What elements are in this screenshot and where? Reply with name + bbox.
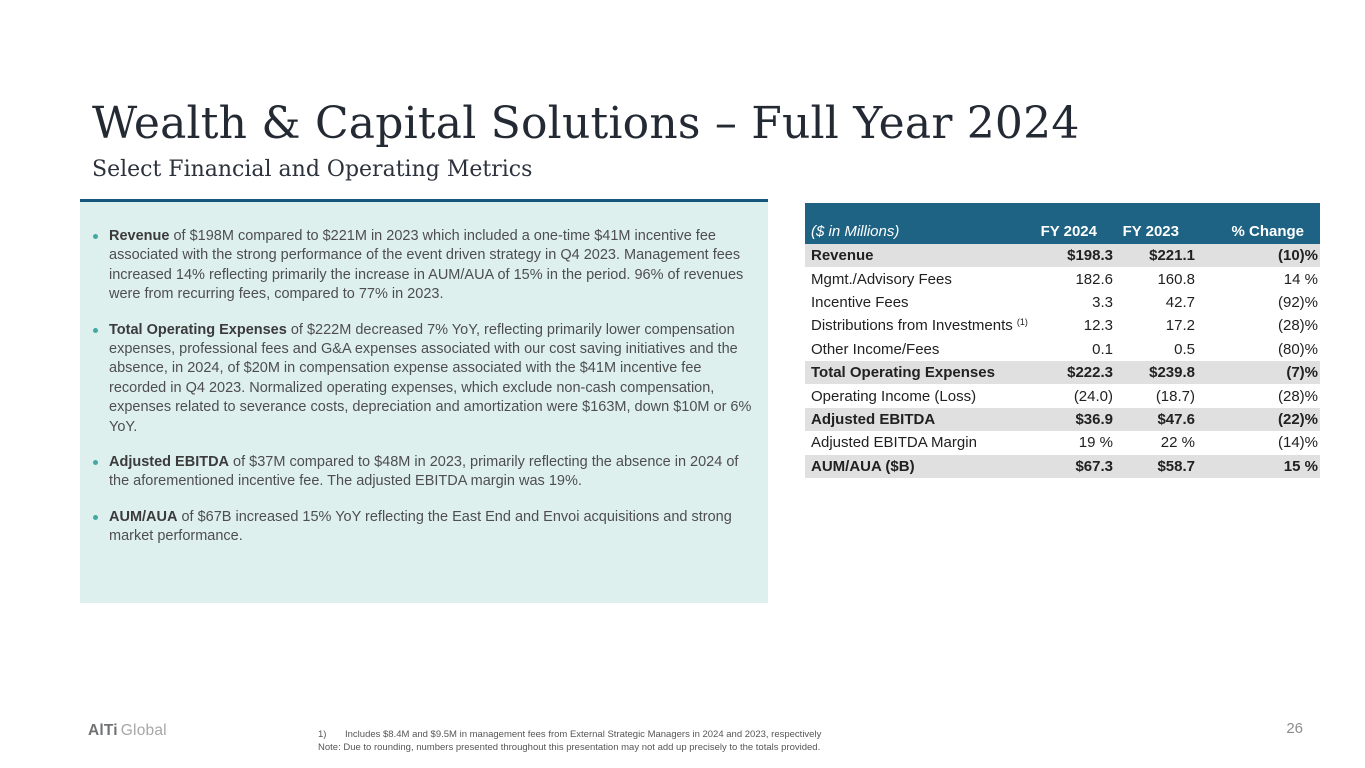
change-value: (7)%: [1286, 364, 1318, 382]
col-header-units: ($ in Millions): [811, 223, 900, 240]
fy2024-value: 182.6: [1075, 270, 1113, 288]
fy2023-value: $221.1: [1149, 247, 1195, 265]
table-body: Revenue $198.3 $221.1 (10)% Mgmt./Adviso…: [805, 244, 1320, 478]
fy2023-value: 0.5: [1174, 340, 1195, 358]
col-header-fy2023: FY 2023: [1122, 223, 1179, 240]
table-row: Adjusted EBITDA Margin 19 % 22 % (14)%: [805, 431, 1320, 455]
table-row: Total Operating Expenses $222.3 $239.8 (…: [805, 360, 1320, 385]
bullet-item: AUM/AUA of $67B increased 15% YoY reflec…: [93, 508, 760, 547]
bullet-text: of $37M compared to $48M in 2023, primar…: [109, 454, 739, 490]
footnote-text: Includes $8.4M and $9.5M in management f…: [345, 729, 822, 740]
bullet-lead: AUM/AUA: [109, 508, 178, 525]
footnote-line: 1) Includes $8.4M and $9.5M in managemen…: [318, 729, 821, 742]
metric-label: Adjusted EBITDA Margin: [811, 434, 977, 452]
table-row: Revenue $198.3 $221.1 (10)%: [805, 244, 1320, 268]
table-row: Adjusted EBITDA $36.9 $47.6 (22)%: [805, 407, 1320, 432]
metric-label-cell: Adjusted EBITDA: [805, 411, 1037, 428]
logo-alti: AlTi: [88, 722, 118, 739]
bullet-text: of $67B increased 15% YoY reflecting the…: [109, 508, 732, 545]
change-value: 14 %: [1283, 270, 1318, 288]
fy2023-value: 22 %: [1160, 434, 1195, 452]
col-header-fy2024: FY 2024: [1040, 223, 1097, 240]
fy2024-value: $222.3: [1067, 364, 1113, 382]
change-value: 15 %: [1283, 457, 1318, 475]
bullet-text: of $222M decreased 7% YoY, reflecting pr…: [109, 321, 752, 435]
table-row: Operating Income (Loss) (24.0) (18.7) (2…: [805, 384, 1320, 408]
table-header-row: ($ in Millions) FY 2024 FY 2023 % Change: [805, 203, 1320, 244]
fy2024-value: (24.0): [1073, 387, 1113, 405]
fy2023-value: $239.8: [1149, 364, 1195, 382]
fy2023-value: 160.8: [1157, 270, 1195, 288]
table-row: AUM/AUA ($B) $67.3 $58.7 15 %: [805, 454, 1320, 478]
fy2024-value: 12.3: [1083, 317, 1113, 335]
fy2023-value: 42.7: [1165, 293, 1195, 311]
bullet-text: of $198M compared to $221M in 2023 which…: [109, 228, 744, 303]
change-value: (80)%: [1277, 340, 1318, 358]
page-title: Wealth & Capital Solutions – Full Year 2…: [92, 98, 1080, 149]
company-logo: AlTi Global: [88, 722, 167, 740]
rounding-note: Note: Due to rounding, numbers presented…: [318, 741, 821, 753]
table-row: Incentive Fees 3.3 42.7 (92)%: [805, 290, 1320, 315]
fy2024-value: 0.1: [1092, 340, 1113, 358]
metric-label: Incentive Fees: [811, 293, 909, 311]
table-row: Other Income/Fees 0.1 0.5 (80)%: [805, 337, 1320, 361]
metric-label: Operating Income (Loss): [811, 387, 977, 405]
metric-label: AUM/AUA ($B): [811, 457, 915, 475]
footnote-number: 1): [318, 729, 327, 740]
metric-label-cell: Other Income/Fees: [805, 341, 1037, 358]
col-header-change: % Change: [1231, 223, 1304, 240]
footnote-ref: (1): [1016, 317, 1028, 328]
page-number: 26: [1286, 720, 1303, 737]
bullet-item: Revenue of $198M compared to $221M in 20…: [93, 227, 760, 305]
metric-label-cell: Operating Income (Loss): [805, 388, 1037, 405]
change-value: (28)%: [1277, 317, 1318, 335]
fy2023-value: $58.7: [1157, 457, 1195, 475]
footnotes: 1) Includes $8.4M and $9.5M in managemen…: [318, 729, 821, 754]
metric-label: Revenue: [811, 247, 874, 265]
change-value: (22)%: [1277, 410, 1318, 428]
metric-label: Total Operating Expenses: [811, 364, 995, 382]
fy2023-value: $47.6: [1157, 410, 1195, 428]
page-subtitle: Select Financial and Operating Metrics: [92, 156, 533, 182]
table-row: Mgmt./Advisory Fees 182.6 160.8 14 %: [805, 267, 1320, 291]
bullet-lead: Adjusted EBITDA: [109, 454, 230, 471]
fy2023-value: 17.2: [1165, 317, 1195, 335]
change-value: (28)%: [1277, 387, 1318, 405]
metric-label-cell: AUM/AUA ($B): [805, 458, 1037, 475]
change-value: (14)%: [1277, 434, 1318, 452]
fy2024-value: 3.3: [1092, 293, 1113, 311]
change-value: (10)%: [1277, 247, 1318, 265]
highlights-list: Revenue of $198M compared to $221M in 20…: [80, 202, 768, 547]
table-row: Distributions from Investments (1) 12.3 …: [805, 314, 1320, 338]
metric-label-cell: Adjusted EBITDA Margin: [805, 434, 1037, 451]
bullet-item: Adjusted EBITDA of $37M compared to $48M…: [93, 453, 760, 492]
metric-label: Adjusted EBITDA: [811, 410, 936, 428]
metric-label-cell: Total Operating Expenses: [805, 364, 1037, 381]
bullet-item: Total Operating Expenses of $222M decrea…: [93, 321, 760, 437]
bullet-lead: Total Operating Expenses: [109, 321, 287, 338]
fy2024-value: $67.3: [1075, 457, 1113, 475]
logo-global: Global: [120, 722, 167, 739]
fy2024-value: $36.9: [1075, 410, 1113, 428]
highlights-box: Revenue of $198M compared to $221M in 20…: [80, 199, 768, 603]
metric-label-cell: Distributions from Investments (1): [805, 317, 1037, 334]
metric-label: Distributions from Investments: [811, 317, 1017, 335]
bullet-lead: Revenue: [109, 228, 170, 244]
fy2024-value: $198.3: [1067, 247, 1113, 265]
title-block: Wealth & Capital Solutions – Full Year 2…: [92, 98, 1292, 182]
metric-label-cell: Incentive Fees: [805, 294, 1037, 311]
metric-label: Other Income/Fees: [811, 340, 940, 358]
metric-label-cell: Revenue: [805, 247, 1037, 264]
fy2024-value: 19 %: [1078, 434, 1113, 452]
change-value: (92)%: [1277, 293, 1318, 311]
metrics-table: ($ in Millions) FY 2024 FY 2023 % Change…: [805, 203, 1320, 478]
fy2023-value: (18.7): [1155, 387, 1195, 405]
metric-label-cell: Mgmt./Advisory Fees: [805, 271, 1037, 288]
metric-label: Mgmt./Advisory Fees: [811, 270, 952, 288]
